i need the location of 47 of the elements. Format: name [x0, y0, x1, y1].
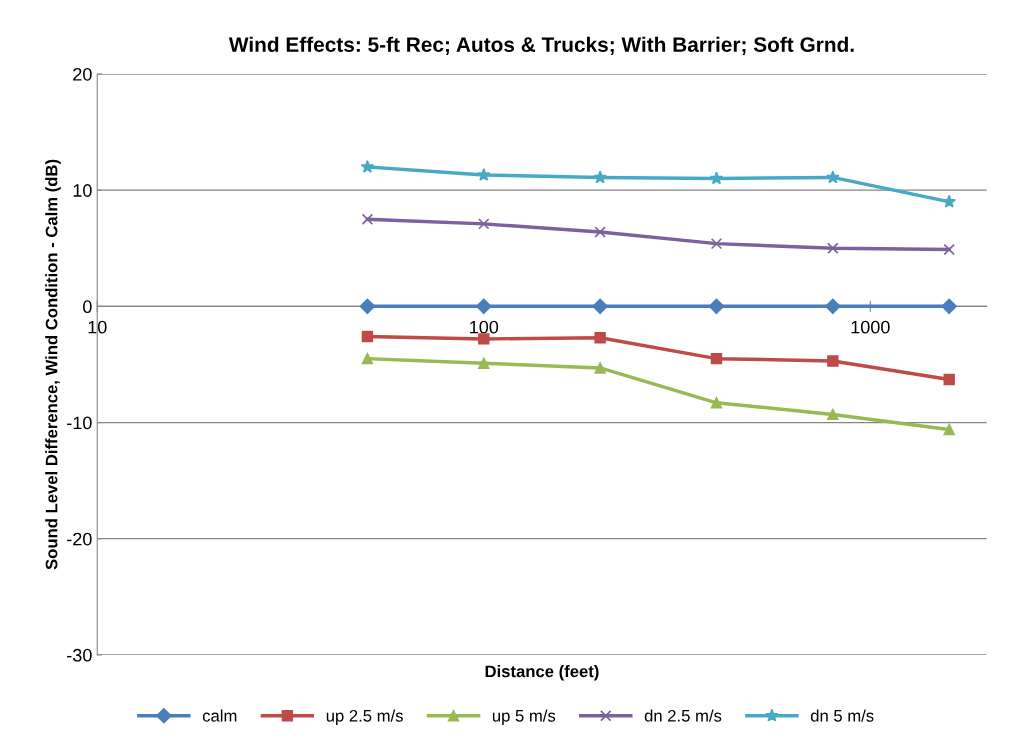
point — [476, 167, 491, 181]
point — [827, 355, 839, 367]
point — [594, 362, 606, 374]
chart-title: Wind Effects: 5-ft Rec; Autos & Trucks; With Barrier; Soft Grnd. — [228, 36, 854, 55]
point — [476, 298, 492, 315]
legend-label: dn 2.5 m/s — [644, 709, 722, 722]
point — [361, 213, 374, 225]
point — [594, 226, 606, 238]
x-axis-title: Distance (feet) — [485, 665, 599, 681]
y-tick-label: 10 — [73, 184, 92, 197]
point — [709, 171, 724, 185]
point — [361, 330, 374, 343]
point — [943, 243, 955, 256]
point — [593, 170, 607, 184]
point — [710, 352, 723, 365]
y-tick-label: -30 — [67, 648, 92, 662]
point — [710, 397, 723, 409]
legend-label: dn 5 m/s — [810, 709, 874, 722]
x-tick-label: 1000 — [851, 320, 890, 334]
point — [943, 373, 955, 386]
point — [478, 218, 490, 230]
point — [594, 332, 606, 344]
point — [359, 298, 376, 315]
point — [942, 194, 956, 208]
point — [478, 357, 490, 369]
y-tick-label: -10 — [67, 416, 92, 430]
y-axis-title: Sound Level Difference, Wind Condition - Calm (dB) — [45, 159, 61, 570]
point — [941, 298, 957, 315]
point — [592, 298, 608, 315]
x-tick-label: 10 — [88, 320, 107, 334]
point — [710, 237, 723, 250]
point — [825, 298, 841, 315]
legend-label: calm — [202, 709, 237, 722]
y-tick-label: -20 — [67, 532, 92, 546]
x-tick-label: 100 — [470, 320, 499, 334]
y-tick-label: 0 — [83, 300, 92, 314]
point — [827, 242, 839, 254]
point — [478, 333, 490, 345]
point — [361, 352, 374, 365]
point — [943, 423, 955, 436]
point — [360, 159, 375, 173]
point — [827, 408, 839, 421]
y-tick-label: 20 — [73, 67, 92, 81]
point — [708, 298, 725, 315]
point — [826, 170, 840, 184]
legend-label: up 2.5 m/s — [326, 709, 403, 725]
legend-label: up 5 m/s — [492, 709, 556, 725]
